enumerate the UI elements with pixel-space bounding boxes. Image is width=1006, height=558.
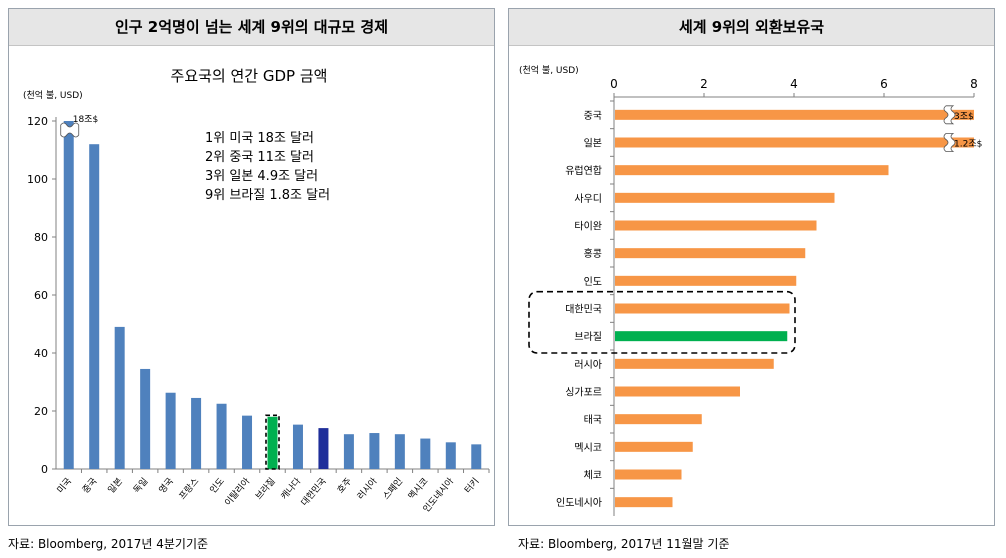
fx-bar bbox=[615, 469, 682, 480]
right-source: 자료: Bloomberg, 2017년 11월말 기준 bbox=[518, 537, 730, 551]
gdp-x-tick-label: 인도 bbox=[208, 476, 227, 496]
fx-bar bbox=[615, 248, 806, 259]
gdp-x-tick-label: 일본 bbox=[106, 476, 125, 496]
fx-x-tick-label: 0 bbox=[610, 77, 618, 91]
fx-bar bbox=[615, 275, 797, 286]
fx-y-tick-label: 러시아 bbox=[574, 359, 602, 371]
gdp-bar bbox=[216, 403, 227, 469]
gdp-bar bbox=[191, 397, 202, 469]
gdp-x-tick-label: 중국 bbox=[80, 476, 99, 496]
gdp-bar bbox=[140, 368, 151, 469]
gdp-break-label: 18조$ bbox=[73, 115, 98, 125]
gdp-annotation: 1위 미국 18조 달러 bbox=[205, 131, 314, 146]
gdp-y-unit: (천억 불, USD) bbox=[23, 89, 83, 101]
gdp-y-tick-label: 20 bbox=[34, 405, 48, 418]
left-source: 자료: Bloomberg, 2017년 4분기기준 bbox=[8, 537, 209, 551]
gdp-x-tick-label: 이탈리아 bbox=[223, 475, 253, 508]
gdp-bar bbox=[242, 415, 253, 469]
gdp-bar-chart: 주요국의 연간 GDP 금액 (천억 불, USD) 0 20 40 60 80 100 1… bbox=[23, 67, 490, 515]
fx-y-tick-label: 타이완 bbox=[574, 221, 602, 233]
gdp-bar bbox=[318, 428, 329, 469]
fx-y-tick-label: 인도 bbox=[584, 276, 602, 288]
gdp-x-tick-label: 미국 bbox=[55, 476, 74, 496]
gdp-bar bbox=[267, 416, 278, 469]
gdp-bar bbox=[89, 144, 100, 469]
fx-reserve-bar-chart: (천억 불, USD) 0 2 4 6 8 중국 3조$ 일본 1.2조$ 유럽연합사우디타이완홍… bbox=[519, 64, 982, 516]
brazil-dashed-box bbox=[265, 414, 280, 470]
gdp-y-tick-label: 120 bbox=[27, 115, 48, 128]
fx-bar bbox=[615, 441, 693, 452]
gdp-bar bbox=[471, 444, 482, 469]
gdp-x-tick-label: 러시아 bbox=[355, 475, 380, 502]
gdp-annotation: 9위 브라질 1.8조 달러 bbox=[205, 188, 330, 203]
gdp-bar bbox=[394, 434, 405, 469]
fx-bar bbox=[615, 192, 835, 203]
fx-bar bbox=[615, 137, 974, 148]
fx-y-tick-label: 브라질 bbox=[574, 331, 602, 343]
fx-y-tick-label: 사우디 bbox=[574, 193, 602, 205]
gdp-bar bbox=[369, 433, 380, 469]
fx-bar bbox=[615, 109, 974, 120]
gdp-x-tick-label: 영국 bbox=[157, 476, 176, 496]
fx-break-label: 3조$ bbox=[954, 112, 974, 122]
fx-y-tick-label: 싱가포르 bbox=[565, 387, 602, 399]
gdp-y-tick-label: 100 bbox=[27, 173, 48, 186]
fx-y-tick-label: 중국 bbox=[584, 110, 602, 122]
gdp-x-tick-label: 대한민국 bbox=[299, 476, 329, 508]
fx-bar bbox=[615, 497, 673, 508]
right-panel-title: 세계 9위의 외환보유국 bbox=[509, 9, 994, 46]
fx-y-tick-label: 대한민국 bbox=[565, 304, 602, 316]
gdp-y-tick-label: 80 bbox=[34, 231, 48, 244]
gdp-x-tick-label: 프랑스 bbox=[176, 475, 201, 502]
gdp-bar bbox=[292, 424, 303, 469]
fx-y-tick-label: 멕시코 bbox=[574, 442, 602, 454]
left-panel: 인구 2억명이 넘는 세계 9위의 대규모 경제 주요국의 연간 GDP 금액 … bbox=[8, 8, 495, 526]
fx-y-tick-label: 태국 bbox=[584, 414, 602, 426]
gdp-x-tick-label: 터키 bbox=[462, 476, 481, 496]
korea-brazil-dashed-box bbox=[528, 290, 796, 354]
fx-y-tick-label: 유럽연합 bbox=[565, 165, 602, 177]
gdp-y-tick-label: 0 bbox=[41, 463, 48, 476]
left-panel-title: 인구 2억명이 넘는 세계 9위의 대규모 경제 bbox=[9, 9, 494, 46]
fx-x-tick-label: 8 bbox=[970, 77, 978, 91]
right-panel: 세계 9위의 외환보유국 (천억 불, USD) 0 2 4 6 8 중국 3조$ 일본 1.2… bbox=[508, 8, 995, 526]
fx-bar bbox=[615, 331, 788, 342]
gdp-x-tick-label: 브라질 bbox=[253, 475, 278, 502]
fx-y-tick-label: 일본 bbox=[584, 138, 602, 150]
gdp-x-tick-label: 스페인 bbox=[381, 476, 405, 502]
gdp-x-tick-label: 캐나다 bbox=[279, 475, 304, 502]
fx-x-tick-label: 2 bbox=[700, 77, 708, 91]
gdp-annotation: 3위 일본 4.9조 달러 bbox=[205, 169, 318, 184]
gdp-x-tick-label: 호주 bbox=[335, 476, 354, 496]
fx-bar bbox=[615, 165, 889, 176]
fx-x-tick-label: 4 bbox=[790, 77, 798, 91]
gdp-x-tick-label: 멕시코 bbox=[406, 476, 430, 502]
fx-break-label: 1.2조$ bbox=[954, 140, 982, 150]
gdp-chart-title: 주요국의 연간 GDP 금액 bbox=[171, 67, 328, 85]
gdp-bar bbox=[420, 438, 431, 469]
fx-x-unit: (천억 불, USD) bbox=[519, 64, 579, 76]
gdp-bar bbox=[63, 121, 74, 469]
gdp-y-tick-label: 60 bbox=[34, 289, 48, 302]
gdp-x-tick-label: 독일 bbox=[131, 476, 150, 496]
fx-axis-break-marker bbox=[943, 105, 956, 125]
fx-axis-break-marker bbox=[943, 133, 956, 152]
gdp-bar bbox=[343, 434, 354, 469]
fx-y-tick-label: 체코 bbox=[584, 470, 602, 482]
fx-x-tick-label: 6 bbox=[880, 77, 888, 91]
fx-bar bbox=[615, 386, 740, 397]
gdp-bar bbox=[114, 326, 125, 469]
fx-bar bbox=[615, 303, 790, 314]
gdp-bar bbox=[445, 442, 456, 469]
fx-bar bbox=[615, 220, 817, 231]
gdp-bar bbox=[165, 392, 176, 469]
fx-y-tick-label: 홍콩 bbox=[584, 247, 602, 260]
gdp-axis-break-marker bbox=[60, 122, 80, 138]
fx-bar bbox=[615, 414, 702, 425]
fx-y-tick-label: 인도네시아 bbox=[556, 497, 602, 509]
gdp-annotation: 2위 중국 11조 달러 bbox=[205, 150, 314, 165]
gdp-y-tick-label: 40 bbox=[34, 347, 48, 360]
fx-bar bbox=[615, 358, 774, 369]
